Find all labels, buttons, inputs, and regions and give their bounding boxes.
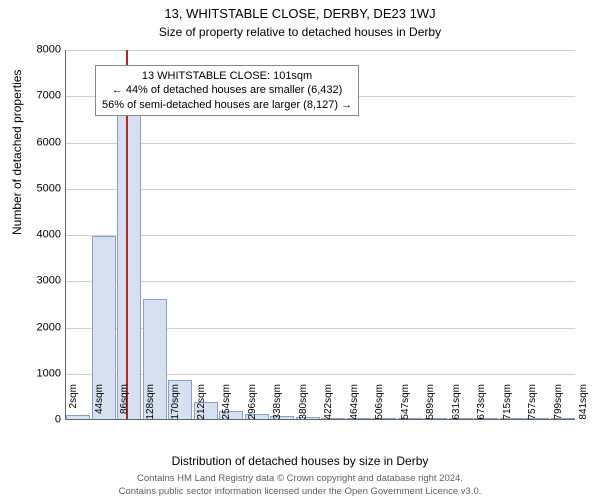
x-tick-label: 254sqm: [221, 384, 232, 424]
x-tick-label: 338sqm: [272, 384, 283, 424]
y-tick-label: 6000: [21, 137, 61, 148]
x-tick-label: 422sqm: [323, 384, 334, 424]
chart-subtitle: Size of property relative to detached ho…: [0, 21, 600, 39]
x-tick-label: 380sqm: [298, 384, 309, 424]
x-tick-label: 589sqm: [425, 384, 436, 424]
x-tick-label: 212sqm: [196, 384, 207, 424]
x-tick-label: 170sqm: [170, 384, 181, 424]
x-tick-label: 631sqm: [451, 384, 462, 424]
y-tick-label: 7000: [21, 91, 61, 102]
y-tick-label: 5000: [21, 183, 61, 194]
x-tick-label: 715sqm: [502, 384, 513, 424]
grid-line: [66, 143, 575, 144]
x-tick-label: 757sqm: [527, 384, 538, 424]
info-line-1: 13 WHITSTABLE CLOSE: 101sqm: [102, 69, 352, 83]
page-title: 13, WHITSTABLE CLOSE, DERBY, DE23 1WJ: [0, 0, 600, 21]
x-tick-label: 506sqm: [374, 384, 385, 424]
histogram-bar: [117, 109, 141, 419]
y-tick-label: 2000: [21, 322, 61, 333]
footer-line-1: Contains HM Land Registry data © Crown c…: [0, 473, 600, 485]
x-tick-label: 841sqm: [578, 384, 589, 424]
grid-line: [66, 189, 575, 190]
grid-line: [66, 50, 575, 51]
y-tick-label: 8000: [21, 45, 61, 56]
x-tick-label: 799sqm: [553, 384, 564, 424]
footer-attribution: Contains HM Land Registry data © Crown c…: [0, 473, 600, 498]
footer-line-2: Contains public sector information licen…: [0, 486, 600, 498]
chart-area: 13 WHITSTABLE CLOSE: 101sqm ← 44% of det…: [65, 50, 575, 420]
x-tick-label: 464sqm: [349, 384, 360, 424]
x-tick-label: 86sqm: [119, 384, 130, 424]
y-tick-label: 4000: [21, 230, 61, 241]
x-tick-label: 296sqm: [247, 384, 258, 424]
info-line-3: 56% of semi-detached houses are larger (…: [102, 98, 352, 112]
y-tick-label: 3000: [21, 276, 61, 287]
grid-line: [66, 235, 575, 236]
y-tick-label: 0: [21, 415, 61, 426]
y-tick-label: 1000: [21, 368, 61, 379]
x-tick-label: 128sqm: [145, 384, 156, 424]
x-tick-label: 2sqm: [68, 384, 79, 424]
x-tick-label: 673sqm: [476, 384, 487, 424]
info-line-2: ← 44% of detached houses are smaller (6,…: [102, 83, 352, 97]
x-tick-label: 547sqm: [400, 384, 411, 424]
info-box: 13 WHITSTABLE CLOSE: 101sqm ← 44% of det…: [95, 65, 359, 116]
x-axis-label: Distribution of detached houses by size …: [0, 454, 600, 468]
x-tick-label: 44sqm: [94, 384, 105, 424]
grid-line: [66, 281, 575, 282]
